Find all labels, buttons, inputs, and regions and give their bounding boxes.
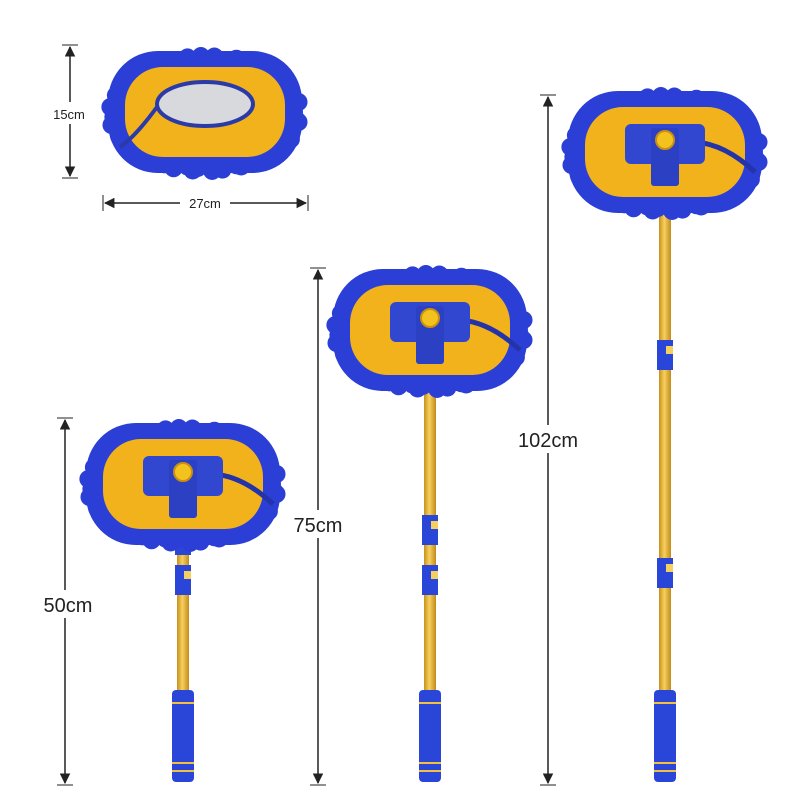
pole-lock [175,565,191,595]
pole-lock [422,565,438,595]
short-mop-pole [172,520,194,782]
knob-icon [655,130,675,150]
knob-icon [173,462,193,482]
long-length-label: 102cm [518,430,578,452]
foam-grip [654,690,676,782]
medium-mop-pole [419,370,441,782]
foam-grip [172,690,194,782]
pole-lock [657,558,673,588]
foam-grip [419,690,441,782]
dimension-arrows: 15cm 27cm 50cm 75cm 102cm [36,44,588,786]
long-mop-head [561,87,768,220]
head-width-label: 27cm [189,196,221,211]
knob-icon [420,308,440,328]
short-length-label: 50cm [44,595,93,617]
pad-mesh [155,80,255,128]
head-height-label: 15cm [53,107,85,122]
short-mop-head [79,419,286,552]
mop-head-detail [101,47,308,180]
medium-length-label: 75cm [294,515,343,537]
medium-mop-head [326,265,533,398]
pole-lock [657,340,673,370]
pole-lock [422,515,438,545]
long-mop-pole [654,185,676,782]
